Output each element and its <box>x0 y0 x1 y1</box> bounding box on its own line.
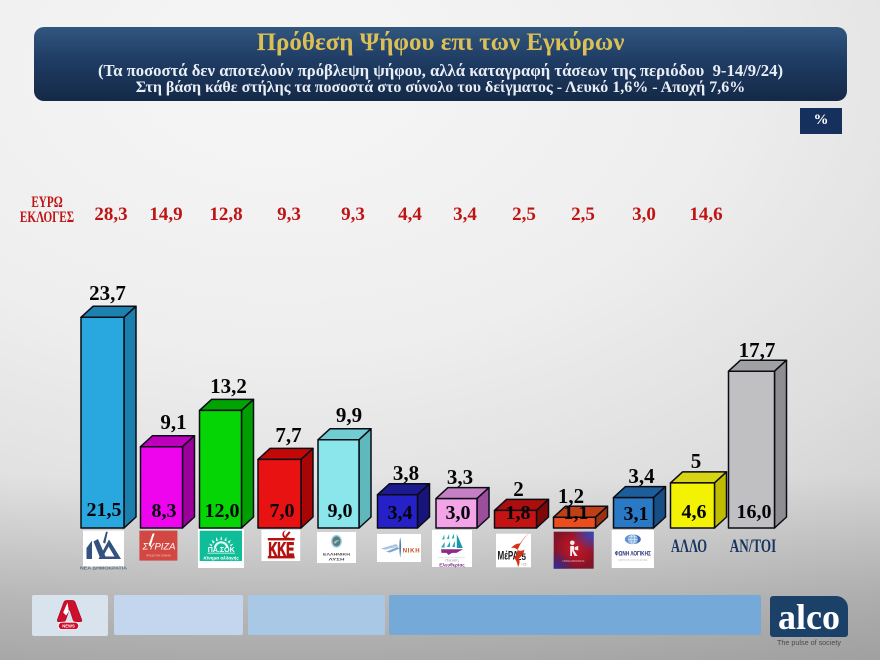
svg-text:ΠΡΟΟΔΕΥΤΙΚΗ ΣΥΜΜΑΧΙΑ: ΠΡΟΟΔΕΥΤΙΚΗ ΣΥΜΜΑΧΙΑ <box>146 555 171 558</box>
svg-text:ΛΥΣΗ: ΛΥΣΗ <box>329 557 346 561</box>
svg-text:ΠΑ.ΣΟΚ: ΠΑ.ΣΟΚ <box>208 545 236 554</box>
svg-text:Ελευθερίας: Ελευθερίας <box>439 562 465 568</box>
svg-text:ΣΥΡΙΖΑ: ΣΥΡΙΖΑ <box>142 542 176 553</box>
svg-text:Κίνημα αλλαγής: Κίνημα αλλαγής <box>203 555 239 561</box>
svg-text:ΝΕΑ ΔΗΜΟΚΡΑΤΙΑ: ΝΕΑ ΔΗΜΟΚΡΑΤΙΑ <box>80 566 127 571</box>
svg-text:NEWS: NEWS <box>62 624 75 629</box>
svg-text:ΦΩΝΗ ΛΟΓΙΚΗΣ: ΦΩΝΗ ΛΟΓΙΚΗΣ <box>615 552 651 558</box>
svg-text:Πλεύση: Πλεύση <box>445 557 458 562</box>
svg-text:ΚΙΝΗΜΑ ΔΗΜΟΚΡΑΤΙΑΣ: ΚΙΝΗΜΑ ΔΗΜΟΚΡΑΤΙΑΣ <box>563 560 585 563</box>
svg-text:ΚΚΕ: ΚΚΕ <box>268 540 294 561</box>
svg-text:ΝΙΚΗ: ΝΙΚΗ <box>403 549 420 555</box>
svg-text:25: 25 <box>517 552 526 562</box>
svg-text:+25: +25 <box>521 563 527 567</box>
svg-text:ΕΛΛΗΝΙΚΗ: ΕΛΛΗΝΙΚΗ <box>323 552 351 556</box>
svg-text:ΜέΡΑ: ΜέΡΑ <box>498 549 519 563</box>
svg-text:ΑΦΗΣΤΕ ΤΗΝ ΛΟΓΙΚΗ ΝΑ ΜΙΛΗΣΕΙ: ΑΦΗΣΤΕ ΤΗΝ ΛΟΓΙΚΗ ΝΑ ΜΙΛΗΣΕΙ <box>618 559 647 562</box>
